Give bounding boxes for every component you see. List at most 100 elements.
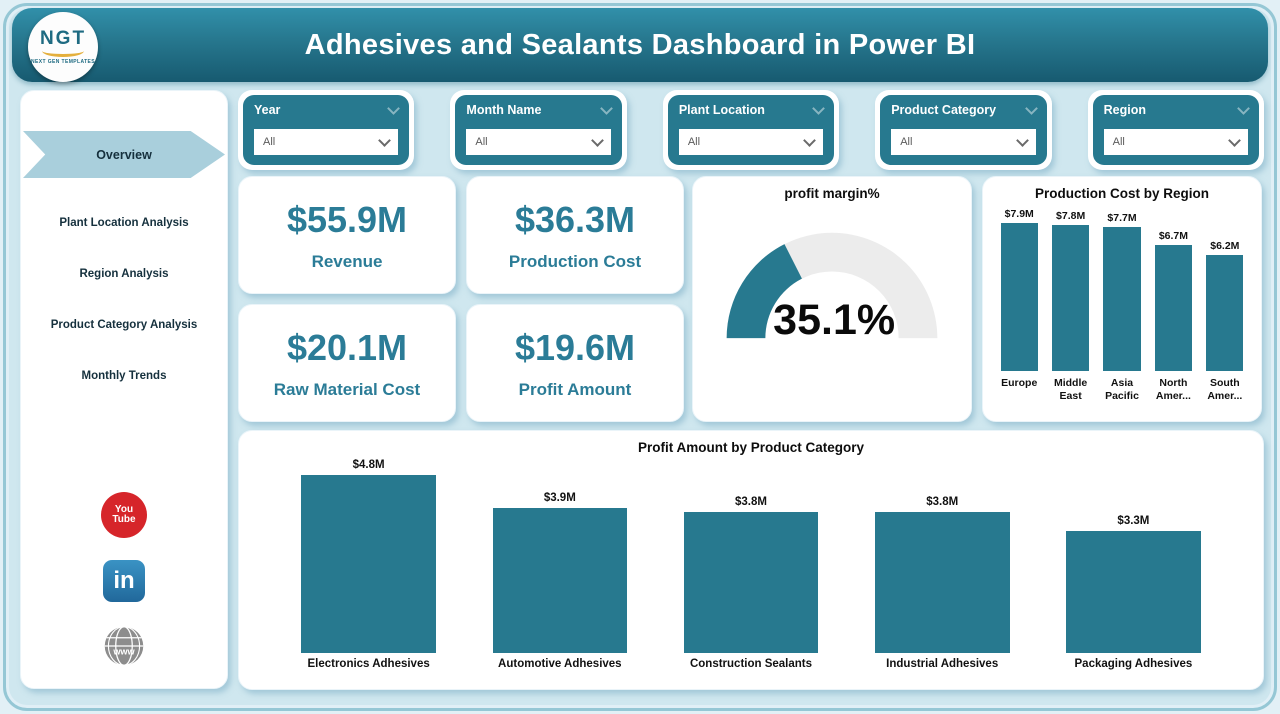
bar-column[interactable]: $3.3M [1062,515,1205,653]
bar[interactable] [492,508,628,653]
bar[interactable] [1154,245,1192,371]
product-chart-card: Profit Amount by Product Category $4.8M $… [238,430,1264,690]
youtube-text-2: Tube [112,514,136,525]
filter-label: Month Name [466,103,542,117]
chevron-down-icon [1228,134,1241,147]
bar-category-label: Automotive Adhesives [498,658,622,670]
bar-value-label: $7.8M [1056,210,1086,222]
filter-plant-location: Plant Location All [662,90,840,170]
bar[interactable] [1066,531,1201,653]
sidebar-item-plant-location-analysis[interactable]: Plant Location Analysis [59,217,189,229]
product-chart-title: Profit Amount by Product Category [637,440,864,455]
kpi-value: $55.9M [286,198,408,240]
region-chart-title: Production Cost by Region [1035,186,1209,201]
kpi-label: Revenue [311,251,383,271]
bar-category-label: Industrial Adhesives [886,658,999,670]
bar-value-label: $3.8M [735,496,767,508]
logo-subtext: NEXT GEN TEMPLATES [30,58,96,65]
dropdown-value: All [263,136,276,148]
website-globe-icon[interactable]: www [102,624,146,668]
slicer-chevron-icon[interactable] [387,102,401,115]
bar-value-label: $3.8M [926,496,959,508]
sidebar-item-product-category-analysis[interactable]: Product Category Analysis [50,319,198,331]
bar[interactable] [683,512,819,653]
region-dropdown[interactable]: All [1103,129,1249,155]
slicer-chevron-icon[interactable] [1237,102,1250,115]
slicer-chevron-icon[interactable] [812,102,826,115]
chevron-down-icon [803,134,817,147]
header-bar: Adhesives and Sealants Dashboard in Powe… [12,8,1268,82]
bar-column[interactable]: $7.7M [1102,212,1142,371]
bar-category-label: South Amer... [1207,377,1243,402]
slicer-chevron-icon[interactable] [1024,102,1038,115]
bar-column[interactable]: $4.8M [297,459,440,653]
svg-text:www: www [112,646,135,656]
social-links: You Tube in www [101,492,147,668]
filter-row: Year All Month Name All Plant Location [238,90,1265,170]
page-title: Adhesives and Sealants Dashboard in Powe… [304,28,976,61]
bar-column[interactable]: $3.8M [871,496,1014,653]
slicer-chevron-icon[interactable] [599,102,613,115]
gauge-value-arc [726,244,802,339]
region-chart-axis-labels: Europe Middle East Asia Pacific North Amer.… [993,377,1251,402]
chevron-down-icon [1015,134,1029,147]
bar[interactable] [1000,223,1038,371]
kpi-value: $36.3M [514,198,636,240]
bar[interactable] [1103,227,1141,371]
ngt-logo: NGT NEXT GEN TEMPLATES [28,12,98,82]
bar[interactable] [874,512,1010,653]
year-dropdown[interactable]: All [254,129,399,155]
bar[interactable] [301,475,436,653]
bar-category-label: Asia Pacific [1105,377,1139,402]
kpi-raw-material-cost: $20.1M Raw Material Cost [238,304,456,422]
dropdown-value: All [1112,136,1125,148]
youtube-text-1: You [114,504,134,515]
bar-value-label: $7.7M [1107,212,1137,224]
filter-region: Region All [1087,90,1265,170]
filter-product-category: Product Category All [875,90,1052,170]
filter-label: Plant Location [678,103,765,117]
kpi-revenue: $55.9M Revenue [238,176,456,294]
bar-category-label: Electronics Adhesives [307,658,430,670]
product-category-dropdown[interactable]: All [891,129,1036,155]
chevron-down-icon [378,134,392,147]
gauge[interactable]: 35.1% [699,211,965,347]
linkedin-icon[interactable]: in [103,560,145,602]
bar-column[interactable]: $7.8M [1050,210,1090,371]
sidebar-item-label: Overview [96,147,152,162]
filter-label: Year [254,103,281,117]
bar-category-label: Construction Sealants [689,658,813,670]
kpi-label: Profit Amount [518,379,632,399]
bar-value-label: $3.3M [1117,515,1150,527]
sidebar-item-overview[interactable]: Overview [23,131,225,178]
bar-column[interactable]: $3.9M [488,492,631,653]
bar-value-label: $6.2M [1210,240,1240,252]
gauge-title: profit margin% [784,186,880,201]
dropdown-value: All [900,136,913,148]
dropdown-value: All [475,136,488,148]
bar-column[interactable]: $7.9M [999,208,1039,371]
plant-location-dropdown[interactable]: All [678,129,824,155]
bar-value-label: $4.8M [352,459,385,471]
profit-margin-gauge-card: profit margin% 35.1% [692,176,972,422]
bar-column[interactable]: $3.8M [679,496,822,653]
sidebar-item-region-analysis[interactable]: Region Analysis [79,268,169,280]
bar-category-label: North Amer... [1155,377,1191,402]
logo-text: NGT [39,27,87,49]
bar[interactable] [1052,225,1090,371]
youtube-icon[interactable]: You Tube [101,492,147,538]
bar-column[interactable]: $6.2M [1205,240,1245,371]
linkedin-text: in [113,567,135,594]
kpi-value: $19.6M [514,326,636,368]
filter-month-name: Month Name All [450,90,627,170]
month-name-dropdown[interactable]: All [466,129,611,155]
bar[interactable] [1206,255,1244,371]
dropdown-value: All [687,136,701,148]
sidebar-item-monthly-trends[interactable]: Monthly Trends [81,370,167,382]
filter-year: Year All [238,90,415,170]
bar-category-label: Packaging Adhesives [1074,658,1193,670]
bar-column[interactable]: $6.7M [1153,230,1193,371]
filter-label: Region [1103,103,1146,117]
gauge-value-label: 35.1% [773,296,895,344]
region-chart-plot-area: $7.9M $7.8M $7.7M $6.7M $6.2M [993,203,1251,371]
